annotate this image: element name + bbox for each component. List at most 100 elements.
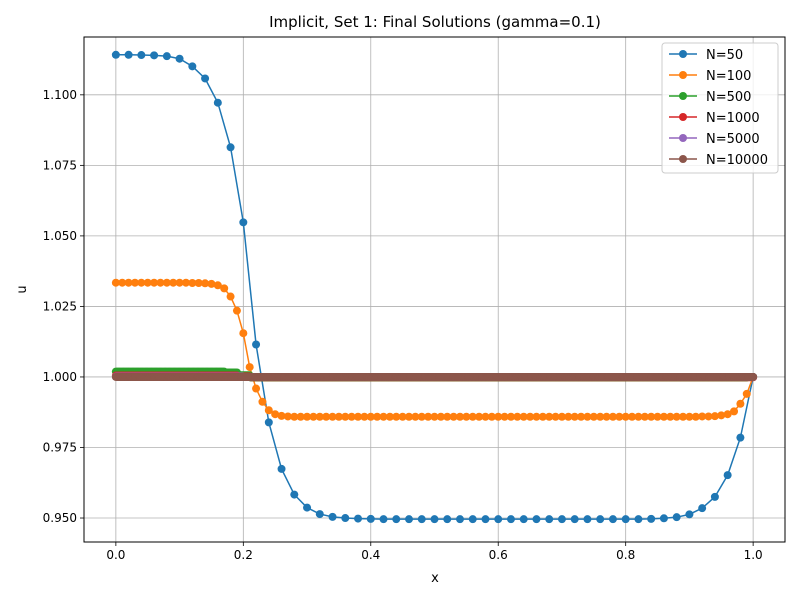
data-point	[698, 412, 707, 421]
data-point	[698, 504, 707, 513]
data-point	[283, 412, 292, 421]
data-point	[532, 412, 541, 421]
data-point	[277, 411, 286, 420]
data-point	[354, 514, 363, 523]
data-point	[373, 412, 382, 421]
data-point	[570, 515, 579, 524]
data-point	[366, 514, 375, 523]
data-point	[328, 512, 337, 521]
legend-entry: N=50	[669, 48, 743, 63]
chart-title: Implicit, Set 1: Final Solutions (gamma=…	[269, 13, 601, 31]
data-point	[296, 412, 305, 421]
data-point	[538, 412, 547, 421]
data-point	[341, 514, 350, 523]
data-point	[118, 278, 127, 287]
data-point	[647, 514, 656, 523]
legend-entry: N=5000	[669, 132, 760, 147]
data-point	[424, 412, 433, 421]
y-tick-label: 1.100	[43, 88, 77, 102]
data-point	[169, 278, 178, 287]
data-point	[226, 292, 235, 301]
data-point	[252, 384, 261, 393]
data-point	[570, 412, 579, 421]
y-tick-label: 0.950	[43, 511, 77, 525]
series-n-100	[111, 278, 758, 421]
data-point	[506, 412, 515, 421]
data-point	[175, 278, 184, 287]
data-point	[672, 513, 681, 522]
data-point	[475, 412, 484, 421]
data-point	[723, 471, 732, 480]
x-tick-label: 0.8	[616, 548, 635, 562]
data-point	[334, 412, 343, 421]
data-point	[653, 412, 662, 421]
data-point	[181, 278, 190, 287]
series-n-10000	[111, 372, 758, 381]
data-point	[150, 278, 159, 287]
data-point	[462, 412, 471, 421]
legend-label: N=10000	[706, 153, 768, 168]
data-point	[130, 278, 139, 287]
y-tick-label: 1.000	[43, 370, 77, 384]
data-point	[207, 279, 216, 288]
data-point	[264, 406, 273, 415]
data-point	[366, 412, 375, 421]
data-point	[545, 412, 554, 421]
data-point	[347, 412, 356, 421]
data-point	[430, 412, 439, 421]
data-point	[360, 412, 369, 421]
data-point	[602, 412, 611, 421]
x-axis-label: x	[431, 571, 439, 586]
data-point	[647, 412, 656, 421]
data-point	[443, 412, 452, 421]
legend-marker	[679, 92, 687, 100]
data-point	[685, 412, 694, 421]
data-point	[468, 412, 477, 421]
data-point	[519, 412, 528, 421]
x-tick-label: 1.0	[744, 548, 763, 562]
legend-entry: N=100	[669, 69, 751, 84]
data-point	[551, 412, 560, 421]
data-point	[213, 281, 222, 290]
legend: N=50 N=100 N=500 N=1000 N=5000 N=10000	[661, 42, 779, 174]
legend-label: N=1000	[706, 111, 760, 126]
data-point	[162, 278, 171, 287]
data-point	[264, 418, 273, 427]
legend-entry: N=10000	[669, 153, 768, 168]
x-tick-label: 0.2	[234, 548, 253, 562]
data-point	[417, 412, 426, 421]
data-point	[220, 284, 229, 293]
data-point	[175, 54, 184, 63]
x-tick-label: 0.4	[361, 548, 380, 562]
data-point	[659, 412, 668, 421]
legend-entry: N=1000	[669, 111, 760, 126]
data-point	[672, 412, 681, 421]
data-point	[621, 412, 630, 421]
plot-frame	[83, 36, 786, 543]
data-point	[354, 412, 363, 421]
data-point	[710, 492, 719, 501]
y-tick-label: 1.025	[43, 299, 77, 313]
data-point	[736, 433, 745, 442]
legend-entry: N=500	[669, 90, 751, 105]
data-point	[468, 515, 477, 524]
data-point	[557, 515, 566, 524]
data-point	[379, 515, 388, 524]
data-point	[608, 412, 617, 421]
data-point	[596, 515, 605, 524]
data-point	[634, 515, 643, 524]
data-point	[679, 412, 688, 421]
data-point	[162, 52, 171, 61]
data-point	[691, 412, 700, 421]
data-point	[385, 412, 394, 421]
data-point	[621, 515, 630, 524]
data-point	[277, 464, 286, 473]
data-point	[666, 412, 675, 421]
data-point	[455, 515, 464, 524]
data-point	[532, 515, 541, 524]
data-point	[583, 412, 592, 421]
data-point	[411, 412, 420, 421]
data-point	[379, 412, 388, 421]
data-point	[749, 372, 758, 381]
data-point	[487, 412, 496, 421]
